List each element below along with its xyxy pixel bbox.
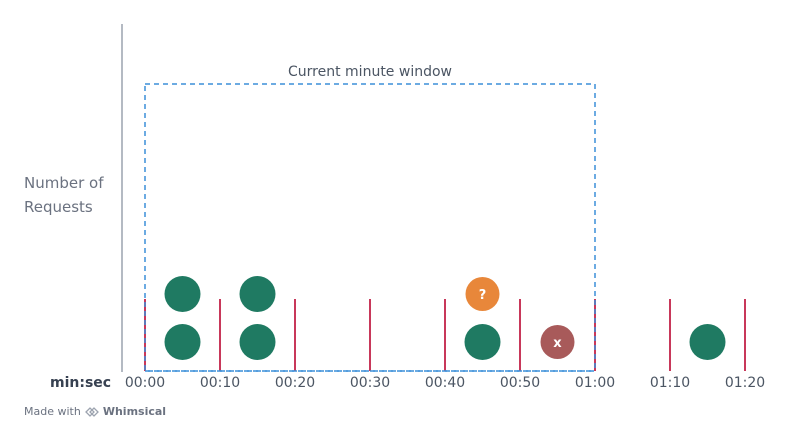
window-label: Current minute window [288,64,452,80]
tick-lines [144,299,746,371]
tick-label: 00:00 [124,375,166,391]
request-pending: ? [465,277,500,311]
tick-label: 01:00 [574,375,616,391]
tick-label: 00:10 [199,375,241,391]
request-label: ? [479,288,487,303]
tick-label: 00:20 [274,375,316,391]
request-circle [465,277,500,311]
request-circle [464,324,501,360]
request-accepted [164,276,201,312]
tick-label: 00:50 [499,375,541,391]
y-axis-label: Number of Requests [24,171,134,219]
request-rejected: x [540,325,575,359]
request-circle [164,276,201,312]
request-circle [239,276,276,312]
request-accepted [239,276,276,312]
footer-prefix: Made with [24,405,81,418]
current-window-outline [144,83,596,372]
requests: ?x [164,276,726,360]
request-accepted [689,324,726,360]
request-label: x [553,336,562,351]
request-circle [540,325,575,359]
request-circle [689,324,726,360]
request-accepted [464,324,501,360]
tick-label: 00:30 [349,375,391,391]
tick-label: 01:20 [724,375,766,391]
request-accepted [239,324,276,360]
footer-brand[interactable]: Whimsical [102,405,167,418]
footer: Made with Whimsical [24,405,166,418]
request-circle [239,324,276,360]
y-axis-label-line1: Number of [24,174,104,192]
x-axis-title: min:sec [50,375,112,391]
tick-label: 01:10 [649,375,691,391]
whimsical-logo-icon [84,406,99,417]
request-circle [164,324,201,360]
request-accepted [164,324,201,360]
tick-label: 00:40 [424,375,466,391]
y-axis-label-line2: Requests [24,198,93,216]
